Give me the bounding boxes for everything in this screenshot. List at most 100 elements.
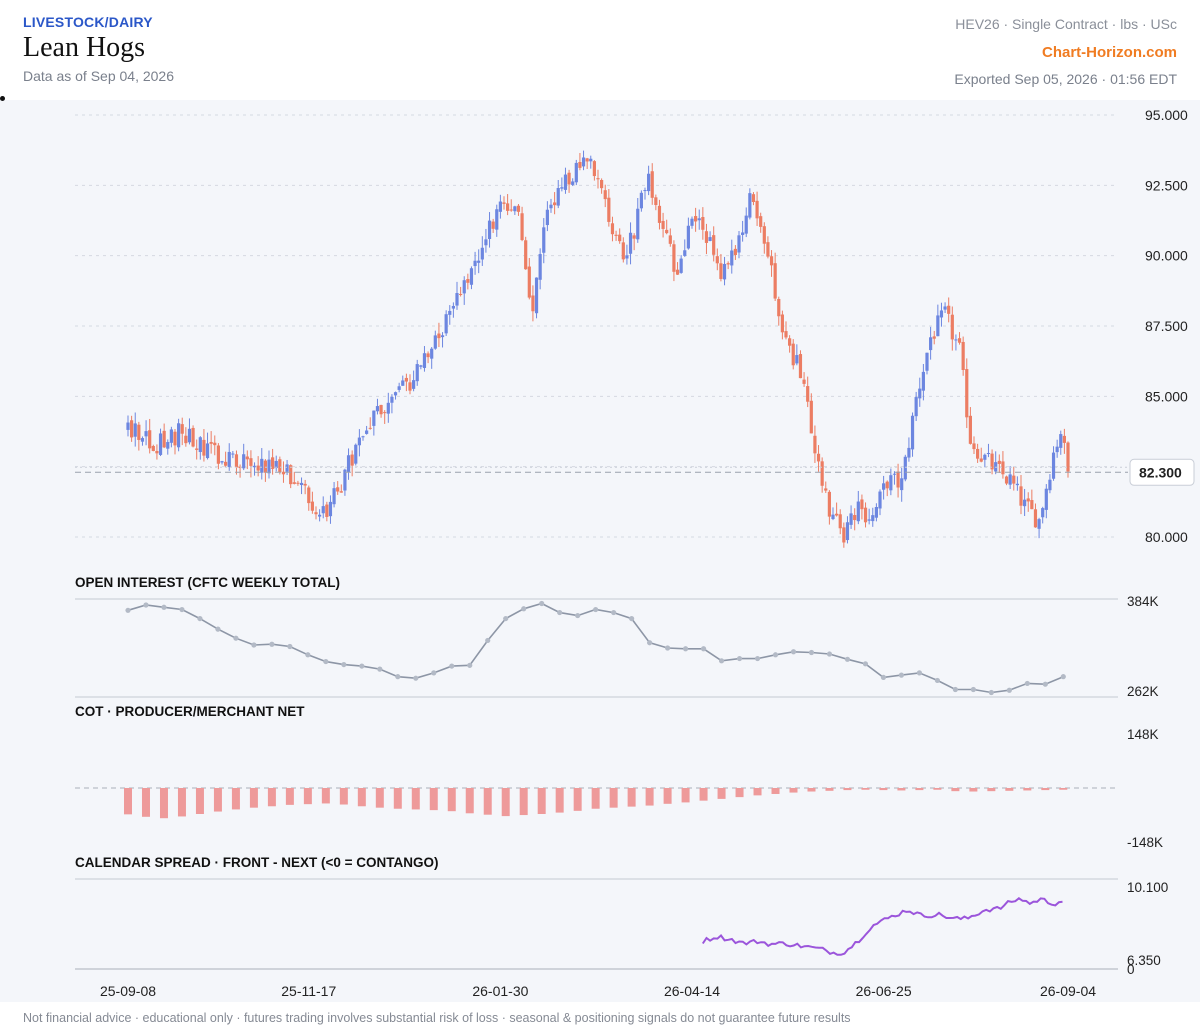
candle-body [480, 247, 484, 260]
oi-point [359, 663, 365, 669]
candle-body [809, 400, 813, 434]
candle-body [155, 451, 159, 454]
candle-body [137, 424, 141, 440]
candle-body [845, 522, 850, 541]
candle-body [144, 431, 148, 437]
oi-point [161, 604, 167, 610]
cot-bar [591, 788, 600, 809]
export-timestamp: Exported Sep 05, 2026 · 01:56 EDT [954, 71, 1177, 87]
cot-bar [699, 788, 708, 801]
candle-body [871, 515, 875, 522]
cot-bar [447, 788, 456, 812]
candle-body [278, 459, 282, 473]
oi-point [880, 674, 887, 681]
oi-point [736, 655, 743, 662]
cot-panel-title: COT · PRODUCER/MERCHANT NET [75, 704, 305, 719]
candle-body [921, 371, 925, 391]
candle-body [430, 348, 434, 359]
candle-body [759, 216, 763, 227]
candle-body [314, 512, 318, 515]
cot-bar [609, 788, 618, 808]
candle-body [679, 258, 683, 273]
oi-point [125, 607, 131, 613]
candle-body [806, 386, 810, 402]
candle-body [614, 234, 618, 236]
candle-body [393, 392, 398, 396]
candle-body [166, 442, 170, 449]
chart-area [0, 100, 1200, 1002]
candle-body [882, 483, 886, 490]
cot-bar [897, 788, 906, 791]
candle-body [473, 260, 477, 267]
candle-body [466, 279, 470, 283]
oi-point [539, 600, 545, 607]
candle-body [780, 314, 784, 333]
oi-point [1060, 674, 1066, 680]
candle-body [133, 423, 137, 437]
candle-body [256, 465, 260, 471]
candle-body [484, 239, 488, 246]
cot-bar [375, 788, 384, 808]
candle-body [914, 397, 918, 417]
candle-body [491, 221, 495, 229]
candle-body [169, 429, 173, 443]
cot-bar [861, 788, 870, 790]
oi-point [611, 609, 617, 616]
candle-body [610, 223, 615, 235]
price-axis-tick: 87.500 [1145, 318, 1188, 334]
candle-body [769, 256, 774, 266]
cot-bar [627, 788, 636, 807]
cot-bar [285, 788, 294, 805]
candle-body [375, 406, 380, 412]
cot-bar [124, 788, 132, 815]
candle-body [520, 213, 524, 241]
cot-bar [249, 788, 258, 808]
candle-body [889, 475, 893, 491]
x-axis-tick: 26-09-04 [1040, 983, 1096, 999]
candle-body [538, 254, 542, 280]
oi-point [826, 651, 833, 657]
cot-bar [1059, 788, 1068, 790]
candle-body [712, 235, 716, 255]
candle-body [1030, 500, 1034, 510]
cot-bar [555, 788, 564, 813]
oi-point [341, 661, 347, 668]
oi-point [251, 642, 257, 648]
oi-point [790, 649, 797, 655]
candle-body [267, 459, 271, 474]
candle-body [625, 255, 629, 259]
candle-body [368, 427, 372, 429]
candle-body [506, 203, 510, 211]
candle-body [650, 171, 654, 198]
cot-bar [573, 788, 582, 811]
oi-point [467, 662, 473, 668]
crosshair-dot [0, 96, 5, 101]
candle-body [589, 158, 593, 162]
candle-body [296, 482, 300, 484]
x-axis-tick: 26-04-14 [664, 983, 720, 999]
candle-body [202, 439, 206, 456]
candle-body [379, 404, 383, 415]
candle-body [751, 194, 756, 203]
candle-body [976, 448, 980, 459]
candle-body [585, 158, 589, 162]
candle-body [502, 202, 506, 204]
cot-bar [141, 788, 150, 817]
candle-body [177, 423, 181, 448]
candle-body [950, 314, 954, 340]
oi-point [503, 615, 509, 622]
candle-body [1033, 509, 1038, 528]
brand-link[interactable]: Chart-Horizon.com [1042, 44, 1177, 61]
candle-body [263, 460, 267, 473]
candle-body [289, 465, 293, 485]
oi-point [898, 672, 905, 678]
x-axis-tick: 26-01-30 [472, 983, 528, 999]
candle-body [979, 458, 983, 462]
candle-body [245, 456, 249, 460]
oi-point [575, 612, 581, 619]
cot-bar [357, 788, 366, 807]
oi-point [970, 686, 976, 693]
candle-body [260, 458, 264, 473]
candle-body [1012, 475, 1016, 484]
